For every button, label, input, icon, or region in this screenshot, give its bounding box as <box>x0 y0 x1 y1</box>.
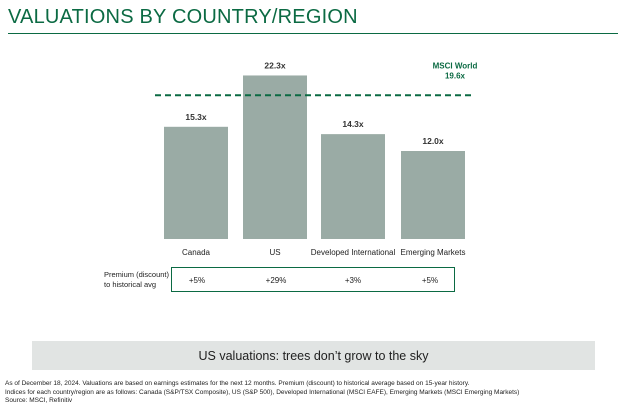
footnote-line: As of December 18, 2024. Valuations are … <box>5 380 470 387</box>
takeaway-banner: US valuations: trees don’t grow to the s… <box>32 341 595 370</box>
bar-emerging-markets <box>401 151 465 239</box>
category-label-developed-international: Developed International <box>311 248 396 257</box>
premium-table: +5% +29% +3% +5% <box>171 267 455 292</box>
premium-value-us: +29% <box>265 276 287 285</box>
footnotes: As of December 18, 2024. Valuations are … <box>5 380 617 406</box>
data-label-us: 22.3x <box>264 60 286 70</box>
premium-row-label: Premium (discount) to historical avg <box>104 270 170 289</box>
category-label-emerging-markets: Emerging Markets <box>401 248 466 257</box>
reference-line-value: 19.6x <box>445 71 466 80</box>
premium-value-canada: +5% <box>188 276 206 285</box>
bar-developed-international <box>321 134 385 239</box>
premium-value-emerging-markets: +5% <box>421 276 439 285</box>
bar-us <box>243 75 307 239</box>
reference-line-label: MSCI World <box>433 61 478 70</box>
premium-value-developed-international: +3% <box>344 276 362 285</box>
source-line: Source: MSCI, Refinitiv <box>5 397 73 405</box>
bar-chart: 15.3x Canada 22.3x US 14.3x Developed Interna… <box>155 60 478 257</box>
title-divider <box>8 33 618 34</box>
data-label-canada: 15.3x <box>185 112 207 122</box>
page-title: VALUATIONS BY COUNTRY/REGION <box>8 6 358 28</box>
category-label-us: US <box>269 248 280 257</box>
bar-canada <box>164 126 228 239</box>
data-label-emerging-markets: 12.0x <box>422 136 444 146</box>
category-label-canada: Canada <box>182 248 211 257</box>
footnote-line: Indices for each country/region are as f… <box>5 388 520 396</box>
data-label-developed-international: 14.3x <box>342 119 364 129</box>
